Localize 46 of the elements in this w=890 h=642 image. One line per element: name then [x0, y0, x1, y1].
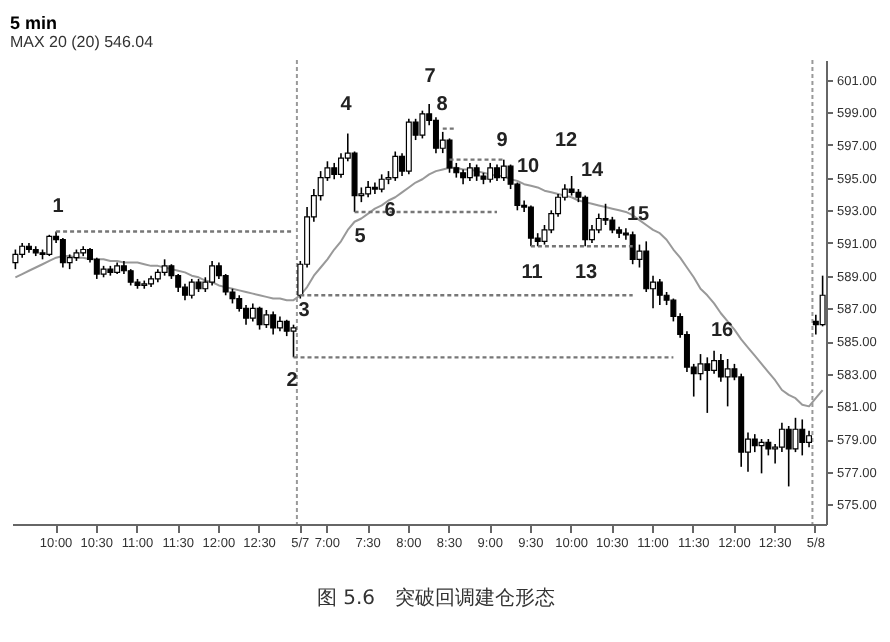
candlestick: [785, 425, 792, 488]
candlestick: [290, 323, 297, 359]
candlestick: [704, 356, 711, 414]
candlestick: [656, 278, 663, 306]
annotation: 3: [298, 300, 311, 322]
annotation: 16: [710, 320, 734, 342]
candlestick: [209, 260, 216, 287]
candlestick: [500, 158, 507, 182]
annotation: 8: [436, 94, 449, 116]
candlestick: [527, 204, 534, 248]
candlestick: [819, 274, 826, 328]
annotation: 13: [574, 262, 598, 284]
candlestick: [59, 237, 66, 269]
candlestick: [46, 234, 53, 257]
annotation: 11: [521, 262, 544, 284]
candlestick: [188, 278, 195, 300]
annotation: 1: [52, 196, 65, 218]
annotation: 7: [424, 66, 437, 88]
annotation: 4: [340, 94, 353, 116]
candlestick: [568, 175, 575, 197]
chart-subtitle: MAX 20 (20) 546.04: [9, 33, 155, 51]
annotation: 10: [516, 156, 540, 178]
candlestick: [724, 358, 731, 408]
annotation: 15: [626, 204, 650, 226]
candlestick: [799, 418, 806, 457]
candlestick: [12, 248, 19, 270]
annotation: 6: [384, 200, 397, 222]
annotation: 14: [580, 160, 604, 182]
candlestick: [582, 194, 589, 248]
annotation: 9: [496, 130, 509, 152]
candlestick: [419, 109, 426, 140]
candlestick: [792, 417, 799, 453]
annotation: 5: [354, 226, 367, 248]
annotation: 2: [286, 370, 299, 392]
caption: 图 5.6 突破回调建仓形态: [316, 586, 556, 610]
candlestick: [758, 438, 765, 475]
candlestick: [93, 256, 100, 280]
annotation: 12: [554, 130, 578, 152]
candlestick: [602, 202, 609, 226]
candlestick: [256, 305, 263, 331]
candlestick: [446, 137, 453, 174]
candlestick: [270, 310, 277, 336]
candlestick: [392, 150, 399, 182]
chart-title: 5 min: [9, 13, 57, 33]
candlestick: [629, 230, 636, 266]
candlestick: [487, 162, 494, 184]
